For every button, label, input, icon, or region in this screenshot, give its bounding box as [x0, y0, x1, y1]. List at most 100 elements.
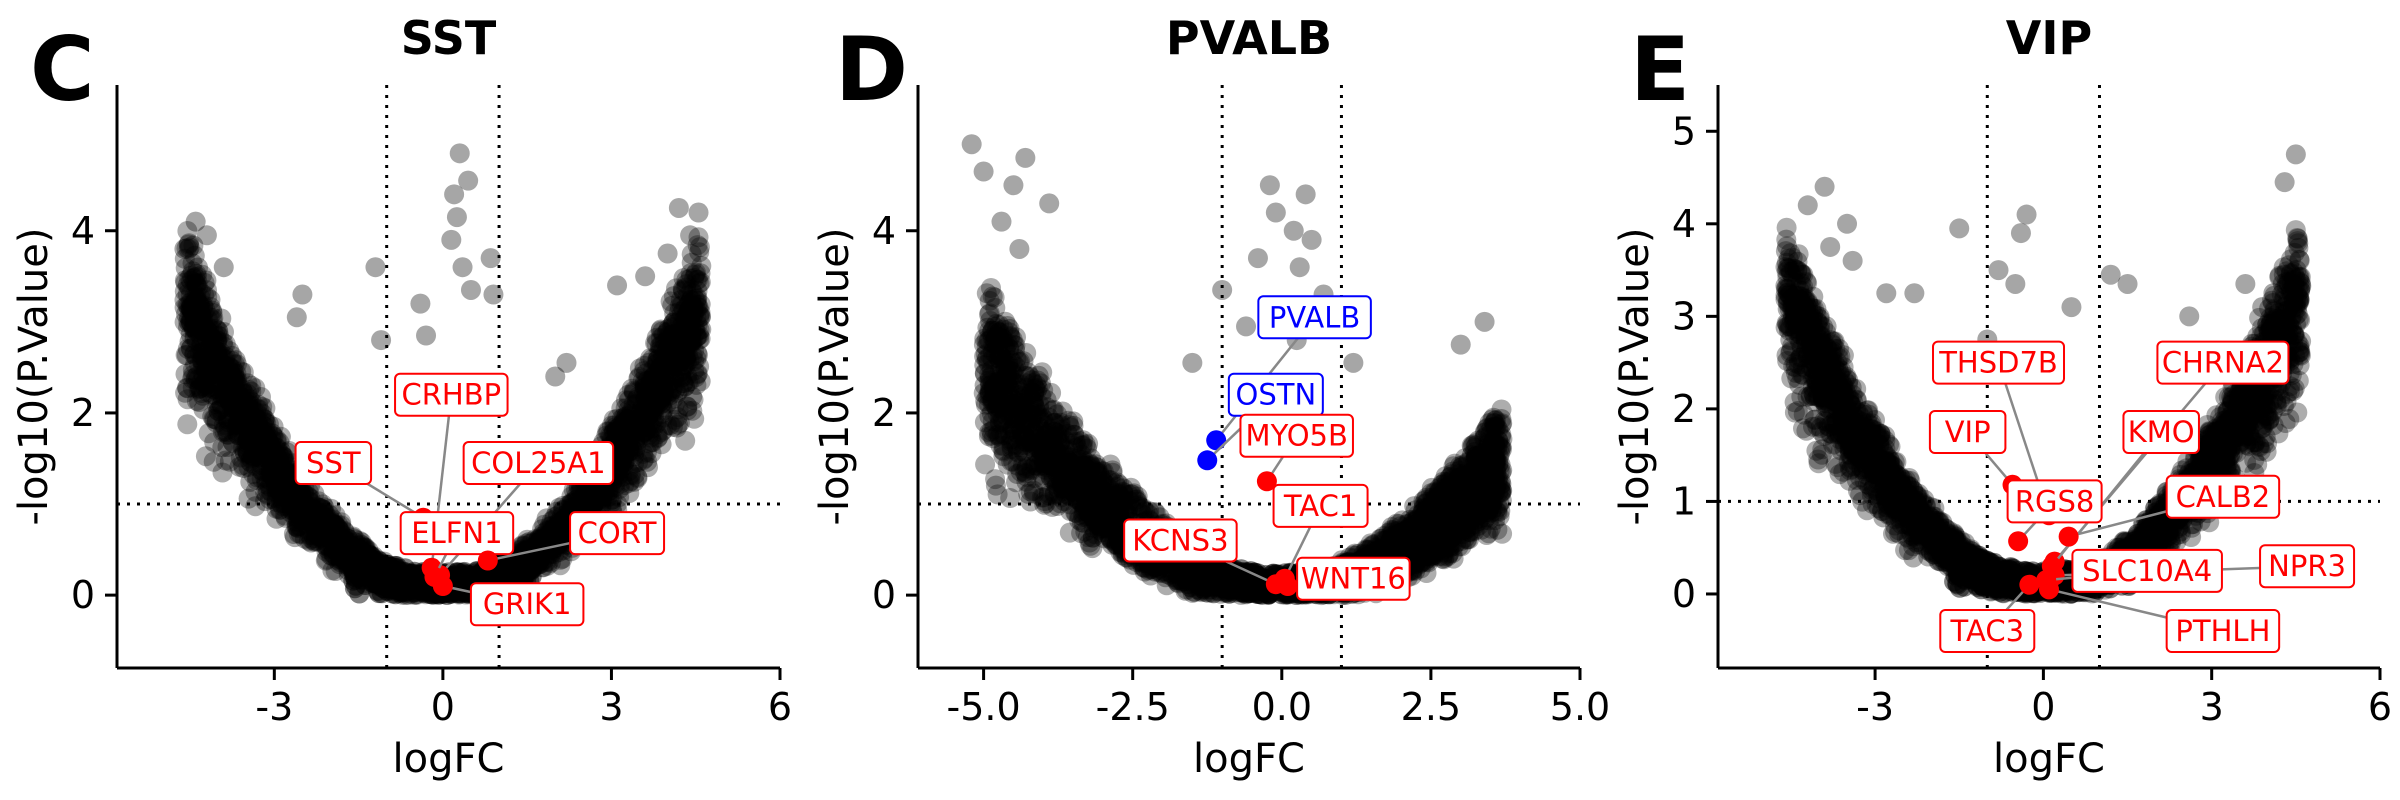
cloud-point	[192, 264, 213, 285]
cloud-point	[687, 363, 708, 384]
cloud-point	[294, 505, 315, 526]
cloud-point	[191, 349, 212, 370]
cloud-point	[343, 526, 363, 547]
cloud-point	[544, 543, 565, 564]
cloud-point	[614, 431, 635, 451]
cloud-point	[288, 505, 309, 526]
cloud-point	[179, 268, 200, 289]
cloud-point	[690, 263, 711, 284]
cloud-point	[650, 336, 671, 357]
cloud-point	[637, 378, 658, 399]
cloud-point	[305, 511, 325, 532]
cloud-point	[669, 331, 690, 352]
cloud-point	[277, 462, 297, 483]
cloud-point	[622, 421, 643, 442]
cloud-point	[275, 505, 295, 526]
cloud-point	[542, 539, 563, 560]
cloud-point	[233, 458, 254, 478]
cloud-point	[633, 422, 654, 443]
cloud-point	[596, 425, 617, 446]
cloud-point	[254, 429, 274, 450]
cloud-point	[200, 337, 221, 358]
cloud-point	[619, 438, 640, 459]
cloud-point	[543, 518, 564, 539]
cloud-point	[211, 394, 232, 414]
cloud-point	[649, 392, 670, 413]
cloud-point	[244, 412, 265, 433]
x-tick-label: 6	[768, 685, 792, 729]
cloud-point	[222, 359, 243, 379]
cloud-point	[196, 270, 217, 291]
cloud-point	[623, 382, 644, 402]
cloud-point	[673, 281, 694, 302]
cloud-point	[235, 406, 256, 427]
cloud-point	[294, 501, 315, 522]
cloud-point	[632, 399, 653, 420]
cloud-point	[246, 470, 267, 491]
cloud-point	[550, 512, 571, 532]
cloud-point	[663, 286, 684, 307]
cloud-point	[648, 344, 669, 365]
cloud-point	[617, 409, 638, 430]
cloud-point	[644, 402, 665, 423]
cloud-point	[275, 473, 296, 494]
cloud-point	[643, 378, 664, 399]
cloud-point	[206, 394, 227, 415]
cloud-point	[298, 530, 319, 551]
cloud-point	[607, 427, 628, 448]
cloud-point	[321, 529, 342, 550]
cloud-point	[657, 330, 678, 350]
cloud-point	[538, 551, 559, 572]
cloud-point	[247, 412, 268, 433]
cloud-point	[613, 413, 634, 434]
cloud-point	[250, 427, 271, 448]
cloud-point	[254, 435, 275, 455]
cloud-point	[314, 506, 335, 527]
cloud-point	[300, 496, 321, 517]
cloud-point	[245, 426, 266, 447]
cloud-point	[204, 363, 225, 384]
cloud-point	[326, 540, 347, 561]
panel-title: PVALB	[1166, 11, 1332, 65]
cloud-point	[633, 383, 654, 404]
cloud-point	[665, 352, 686, 373]
cloud-point	[309, 526, 330, 547]
cloud-point	[299, 525, 320, 545]
cloud-point	[204, 331, 224, 352]
cloud-point	[584, 493, 605, 514]
cloud-point	[652, 321, 673, 342]
cloud-point	[643, 359, 664, 380]
cloud-point	[187, 273, 208, 293]
cloud-point	[688, 297, 709, 318]
cloud-point	[686, 262, 706, 283]
cloud-point	[185, 367, 206, 388]
cloud-point	[199, 322, 220, 343]
cloud-point	[272, 492, 293, 513]
cloud-point	[185, 267, 206, 288]
cloud-point	[245, 444, 266, 464]
cloud-point	[305, 530, 326, 551]
cloud-point	[210, 383, 231, 404]
cloud-point	[607, 408, 628, 429]
cloud-point	[561, 492, 582, 513]
cloud-point	[306, 496, 327, 517]
cloud-point	[263, 426, 283, 446]
cloud-point	[307, 501, 328, 522]
cloud-point	[662, 326, 683, 347]
cloud-point	[614, 415, 635, 436]
cloud-point	[301, 532, 322, 553]
cloud-point	[550, 555, 571, 576]
cloud-point	[689, 356, 710, 377]
cloud-point	[579, 480, 600, 501]
cloud-point	[673, 311, 694, 332]
cloud-point	[617, 412, 638, 433]
cloud-point	[266, 445, 287, 466]
cloud-point	[211, 395, 232, 415]
cloud-point	[276, 462, 297, 483]
cloud-point	[584, 484, 605, 505]
cloud-point	[177, 377, 197, 398]
cloud-point	[183, 365, 204, 385]
outlier-point	[441, 229, 462, 250]
outlier-point	[416, 325, 437, 346]
cloud-point	[258, 431, 279, 452]
